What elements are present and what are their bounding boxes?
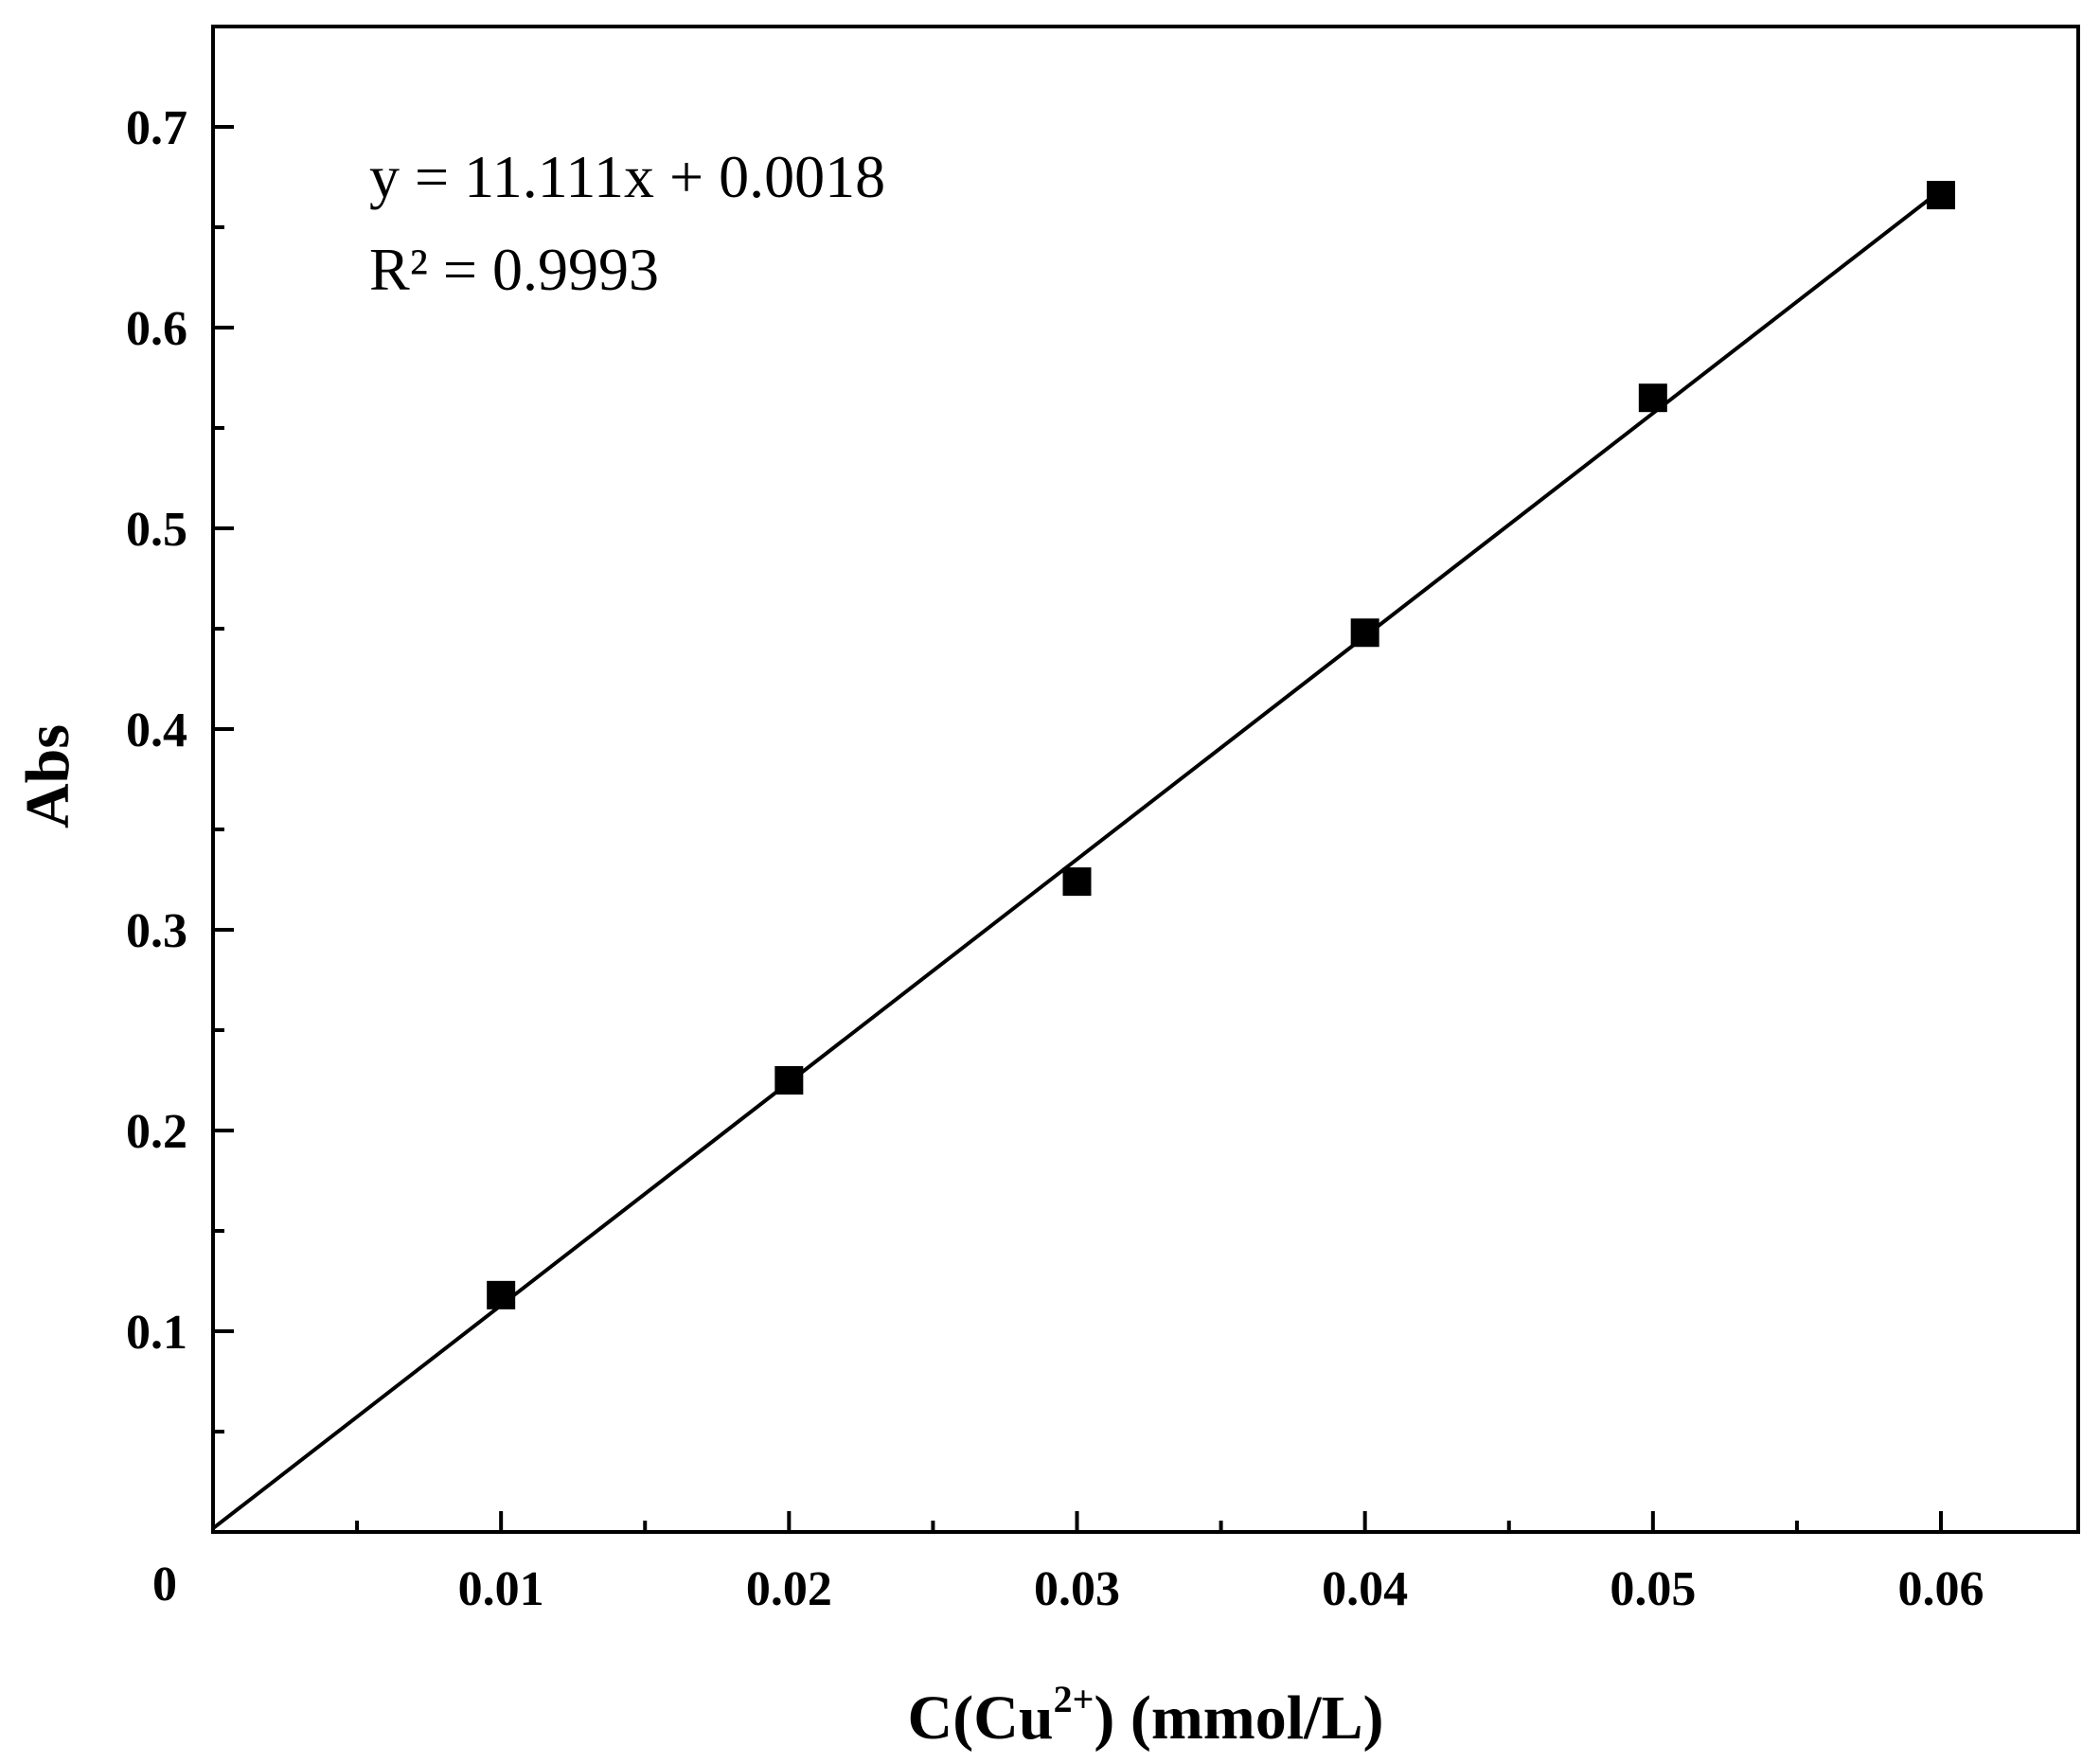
x-axis-title-end: ) (mmol/L)	[1094, 1683, 1383, 1753]
data-point	[1638, 383, 1667, 413]
y-tick-label: 0.6	[126, 302, 187, 356]
x-tick-labels: 0.01 0.02 0.03 0.04 0.05 0.06	[458, 1562, 1984, 1616]
x-tick-label: 0.06	[1898, 1562, 1984, 1616]
x-tick-label: 0.01	[458, 1562, 544, 1616]
data-point	[1062, 867, 1092, 897]
y-axis-title: Abs	[13, 724, 82, 828]
y-tick-labels: 0.1 0.2 0.3 0.4 0.5 0.6 0.7	[126, 101, 187, 1360]
data-point	[774, 1066, 804, 1095]
x-tick-label: 0.04	[1322, 1562, 1408, 1616]
fit-equation: y = 11.111x + 0.0018	[369, 143, 885, 210]
y-tick-label: 0.5	[126, 503, 187, 557]
x-tick-label: 0.05	[1610, 1562, 1696, 1616]
y-tick-label: 0.7	[126, 101, 187, 155]
data-point	[487, 1280, 516, 1309]
y-tick-label: 0.4	[126, 703, 187, 757]
y-tick-label: 0.3	[126, 904, 187, 958]
x-axis-title-superscript: 2+	[1054, 1678, 1094, 1720]
data-point	[1350, 618, 1379, 648]
x-tick-label: 0.02	[746, 1562, 832, 1616]
major-ticks	[213, 125, 1943, 1532]
fit-line	[211, 188, 1943, 1530]
points-layer	[487, 181, 1955, 1309]
y-tick-label: 0.1	[126, 1306, 187, 1360]
x-tick-label: 0.03	[1034, 1562, 1120, 1616]
data-point	[1927, 181, 1955, 210]
origin-label: 0	[152, 1558, 177, 1612]
fit-layer	[211, 188, 1943, 1530]
x-axis-title: C(Cu2+) (mmol/L)	[908, 1678, 1384, 1753]
y-tick-label: 0.2	[126, 1105, 187, 1159]
plot-frame	[211, 25, 2080, 1534]
fit-r-squared: R² = 0.9993	[369, 236, 659, 303]
x-axis-title-main: C(Cu	[908, 1683, 1054, 1753]
minor-ticks	[213, 225, 1799, 1532]
